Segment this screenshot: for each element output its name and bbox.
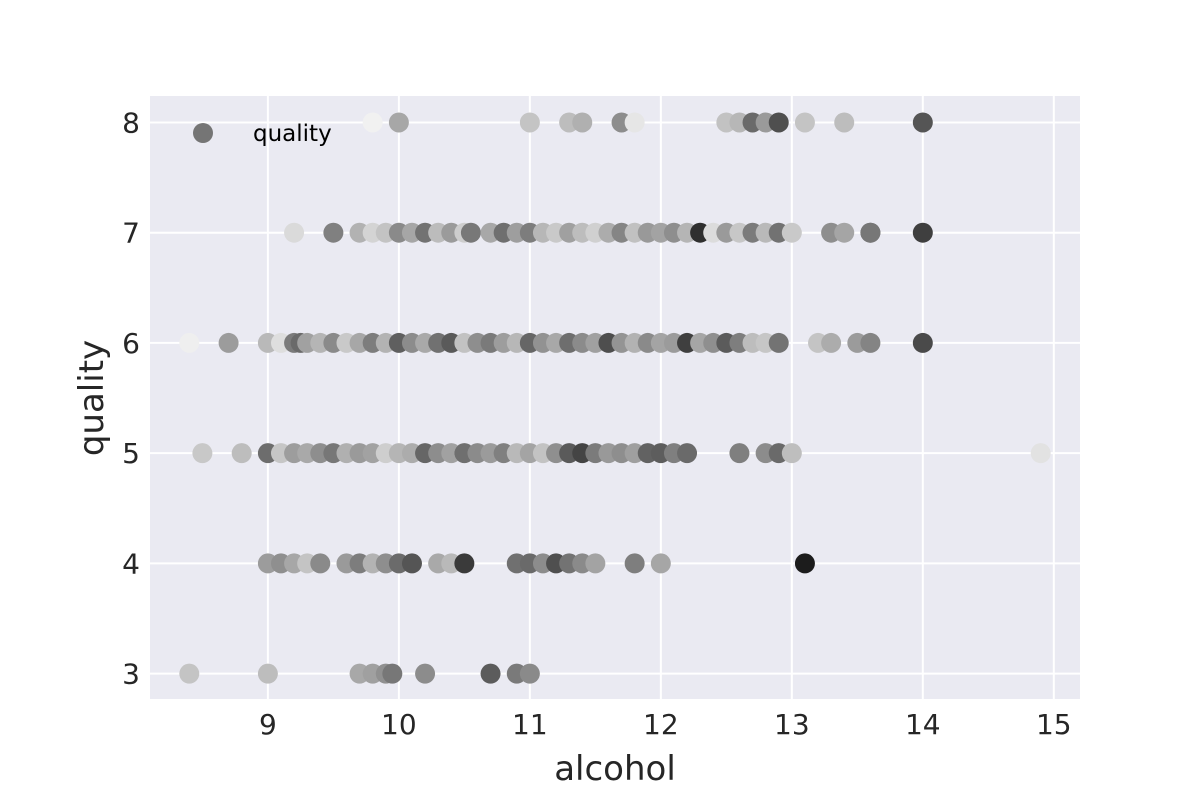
x-tick-labels: 9 10 11 12 13 14 15 [259,708,1072,741]
scatter-point [585,553,606,574]
y-tick-label: 7 [122,217,140,250]
scatter-point [1030,443,1051,464]
x-tick-label: 14 [905,708,941,741]
scatter-point [624,553,645,574]
scatter-point [781,443,802,464]
data-points [179,112,1051,684]
y-tick-label: 3 [122,658,140,691]
scatter-point [768,112,789,133]
scatter-point [192,443,213,464]
scatter-point [284,222,305,243]
y-tick-label: 5 [122,437,140,470]
scatter-point [460,222,481,243]
scatter-point [310,553,331,574]
scatter-point [794,112,815,133]
legend: quality [193,121,332,147]
scatter-point [821,332,842,353]
scatter-point [480,663,501,684]
scatter-point [572,112,593,133]
x-tick-label: 12 [643,708,679,741]
scatter-point [231,443,252,464]
scatter-point [519,663,540,684]
scatter-point [519,112,540,133]
scatter-point [834,222,855,243]
x-tick-label: 11 [512,708,548,741]
scatter-point [729,443,750,464]
x-axis-label: alcohol [554,749,676,789]
scatter-point [401,553,422,574]
scatter-point [624,112,645,133]
x-tick-label: 10 [381,708,417,741]
y-axis-label: quality [72,340,112,456]
scatter-point [257,663,278,684]
scatter-point [860,222,881,243]
y-tick-labels: 3 4 5 6 7 8 [122,106,140,690]
scatter-point [362,112,383,133]
scatter-point [912,112,933,133]
scatter-point [650,553,671,574]
scatter-point [218,332,239,353]
y-tick-label: 8 [122,106,140,139]
y-tick-label: 4 [122,547,140,580]
scatter-point [781,222,802,243]
x-tick-label: 15 [1036,708,1072,741]
scatter-point [388,112,409,133]
scatter-point [179,332,200,353]
scatter-point [834,112,855,133]
scatter-point [677,443,698,464]
scatter-point [912,222,933,243]
scatter-point [768,332,789,353]
scatter-point [179,663,200,684]
scatter-point [860,332,881,353]
scatter-point [382,663,403,684]
x-tick-label: 13 [774,708,810,741]
legend-label: quality [253,121,332,147]
scatter-point [912,332,933,353]
scatter-point [323,222,344,243]
scatter-point [454,553,475,574]
legend-marker [193,123,213,143]
x-tick-label: 9 [259,708,277,741]
plot-area [150,96,1080,699]
y-tick-label: 6 [122,327,140,360]
scatter-point [415,663,436,684]
scatter-point [794,553,815,574]
